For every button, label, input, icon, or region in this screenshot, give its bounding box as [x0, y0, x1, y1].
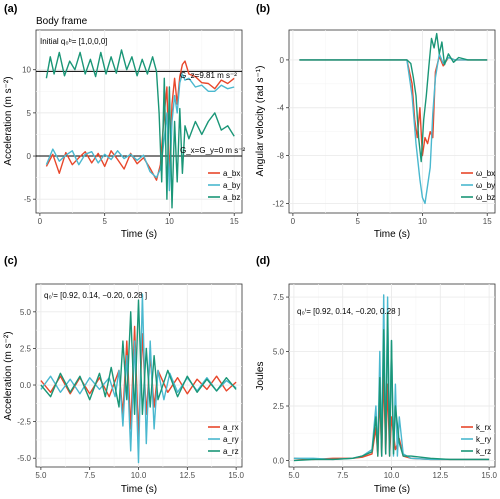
panel-label-d: (d) [256, 255, 270, 267]
x-tick-label: 15 [483, 217, 492, 226]
x-ticks-d: 5.0 7.5 10.0 12.5 15.0 [288, 467, 497, 480]
y-tick-label: -2.5 [17, 418, 31, 427]
legend-label-3: ω_bz [476, 193, 495, 202]
series-lines-b [299, 32, 488, 205]
y-ticks-b: -12 -8 -4 0 [272, 56, 289, 208]
panel-a: (a) Body frame 0 5 10 15 -5 0 5 10 Time (s) Ac… [3, 3, 245, 240]
x-ticks-b: 0 5 10 15 [291, 213, 492, 226]
x-tick-label: 10.0 [131, 471, 147, 480]
y-tick-label: -4 [277, 104, 285, 113]
legend-a: a_bx a_by a_bz [208, 169, 240, 202]
annotation-initial-q: Initial q₀ᵇ= [1,0,0,0] [40, 37, 108, 46]
x-tick-label: 15.0 [228, 471, 244, 480]
legend-label-3: a_bz [223, 193, 240, 202]
y-tick-label: 10 [22, 66, 31, 75]
x-tick-label: 7.5 [84, 471, 96, 480]
y-ticks-c: -5.0 -2.5 0.0 2.5 5.0 [17, 308, 36, 463]
y-axis-label-d: Joules [255, 362, 266, 391]
series-lines-c [40, 293, 237, 464]
y-tick-label: -5.0 [17, 454, 31, 463]
x-ticks-a: 0 5 10 15 [38, 213, 239, 226]
panel-label-b: (b) [256, 3, 270, 15]
legend-c: a_rx a_ry a_rz [208, 423, 239, 456]
legend-label-2: a_by [223, 181, 240, 190]
y-axis-label-c: Acceleration (m s⁻²) [3, 331, 14, 420]
x-tick-label: 5 [355, 217, 360, 226]
x-tick-label: 5 [102, 217, 107, 226]
x-tick-label: 12.5 [433, 471, 449, 480]
panel-label-c: (c) [4, 255, 18, 267]
series-line-3 [45, 49, 235, 209]
legend-d: k_rx k_ry k_rz [461, 423, 491, 456]
series-line-3 [40, 299, 237, 415]
x-tick-label: 5.0 [288, 471, 300, 480]
legend-label-1: ω_bx [476, 169, 495, 178]
legend-label-1: k_rx [476, 423, 491, 432]
x-axis-label-d: Time (s) [374, 484, 410, 495]
annotation-gz: G_z=9.81 m s⁻² [180, 71, 237, 80]
x-axis-label-b: Time (s) [374, 229, 410, 240]
legend-label-1: a_rx [223, 423, 239, 432]
x-ticks-c: 5.0 7.5 10.0 12.5 15.0 [35, 467, 244, 480]
x-axis-label-c: Time (s) [121, 484, 157, 495]
legend-label-1: a_bx [223, 169, 240, 178]
series-line-3 [293, 311, 490, 462]
x-tick-label: 10 [165, 217, 174, 226]
legend-label-3: a_rz [223, 447, 239, 456]
y-tick-label: -5 [24, 195, 32, 204]
x-tick-label: 10.0 [384, 471, 400, 480]
y-tick-label: -12 [272, 199, 284, 208]
y-ticks-d: 0.0 2.5 5.0 7.5 [273, 293, 289, 465]
y-tick-label: 5 [27, 109, 32, 118]
legend-label-3: k_rz [476, 447, 491, 456]
x-axis-label-a: Time (s) [121, 229, 157, 240]
annotation-q-d: q₀ⁱ= [0.92, 0.14, −0.20, 0.28 ] [297, 307, 400, 316]
y-axis-label-a: Acceleration (m s⁻²) [3, 76, 14, 165]
series-lines-a [45, 49, 235, 209]
x-tick-label: 15 [230, 217, 239, 226]
annotation-gxgy: G_x=G_y=0 m s⁻² [180, 146, 245, 155]
panel-d: (d) 5.0 7.5 10.0 12.5 15.0 0.0 2.5 5.0 7.5 Time… [255, 255, 497, 495]
annotation-q-c: q₀ⁱ= [0.92, 0.14, −0.20, 0.28 ] [44, 291, 147, 300]
legend-label-2: a_ry [223, 435, 239, 444]
y-tick-label: 0 [280, 56, 285, 65]
series-line-2 [45, 73, 235, 192]
y-tick-label: 7.5 [273, 293, 285, 302]
y-tick-label: 5.0 [20, 308, 32, 317]
x-tick-label: 10 [418, 217, 427, 226]
y-tick-label: 0.0 [20, 381, 32, 390]
y-ticks-a: -5 0 5 10 [22, 66, 36, 204]
y-tick-label: 2.5 [273, 402, 285, 411]
x-tick-label: 5.0 [35, 471, 47, 480]
x-tick-label: 7.5 [337, 471, 349, 480]
x-tick-label: 15.0 [481, 471, 497, 480]
y-tick-label: 5.0 [273, 348, 285, 357]
legend-b: ω_bx ω_by ω_bz [461, 169, 495, 202]
x-tick-label: 0 [291, 217, 296, 226]
y-tick-label: 0 [27, 152, 32, 161]
panel-title-a: Body frame [36, 16, 88, 27]
legend-label-2: ω_by [476, 181, 495, 190]
series-line-3 [299, 32, 488, 163]
panel-label-a: (a) [4, 3, 18, 15]
panel-c: (c) 5.0 7.5 10.0 12.5 15.0 -5.0 -2.5 0.0 2.5 5.0… [3, 255, 244, 495]
y-axis-label-b: Angular velocity (rad s⁻¹) [255, 66, 266, 177]
y-tick-label: 2.5 [20, 344, 32, 353]
series-lines-d [293, 294, 490, 462]
x-tick-label: 12.5 [180, 471, 196, 480]
legend-label-2: k_ry [476, 435, 491, 444]
y-tick-label: -8 [277, 152, 285, 161]
x-tick-label: 0 [38, 217, 43, 226]
y-tick-label: 0.0 [273, 456, 285, 465]
panel-b: (b) 0 5 10 15 -12 -8 -4 0 Time (s) Angular vel… [255, 3, 496, 240]
